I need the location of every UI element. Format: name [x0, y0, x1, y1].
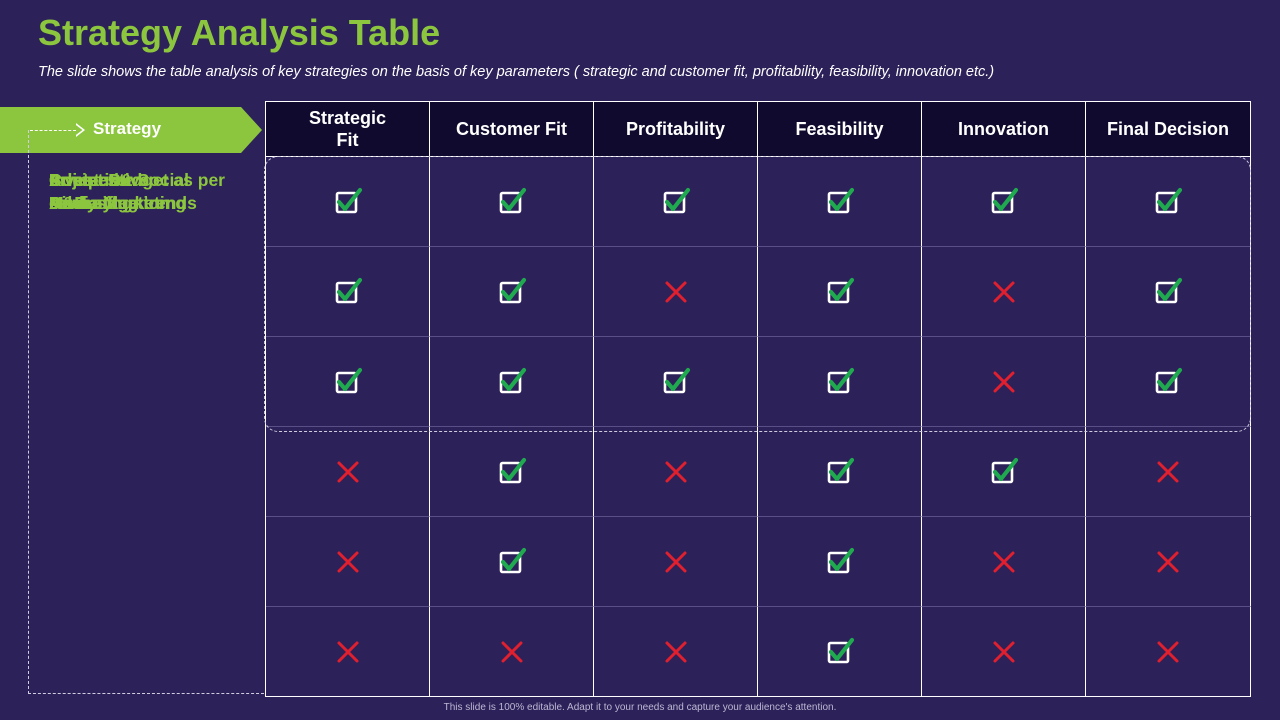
table-cell [430, 157, 594, 247]
checkbox-checked-icon [827, 637, 854, 663]
table-cell [594, 607, 758, 697]
table-cell [594, 427, 758, 517]
table-cell [266, 517, 430, 607]
checkbox-checked-icon [991, 457, 1018, 483]
checkbox-checked-icon [499, 367, 526, 393]
checkbox-checked-icon [335, 367, 362, 393]
row-label-content-social-media-marketing: Content & Social Media Marketing [49, 170, 190, 213]
table-cell [430, 427, 594, 517]
table-cell [922, 517, 1086, 607]
cross-icon [993, 551, 1014, 572]
table-cell [1086, 157, 1251, 247]
table-cell [430, 247, 594, 337]
column-header-final-decision: Final Decision [1086, 102, 1251, 157]
row-label-competitive-advantage: Competitive Advantage [49, 170, 150, 213]
column-header-strategic-fit: Strategic Fit [266, 102, 430, 157]
checkbox-checked-icon [827, 277, 854, 303]
checkbox-checked-icon [663, 187, 690, 213]
checkbox-checked-icon [335, 187, 362, 213]
column-header-customer-fit: Customer Fit [430, 102, 594, 157]
checkbox-checked-icon [1155, 277, 1183, 303]
cross-icon [337, 641, 358, 662]
cross-icon [665, 551, 686, 572]
table-cell [758, 157, 922, 247]
table-cell [266, 247, 430, 337]
table-cell [1086, 607, 1251, 697]
table-cell [266, 427, 430, 517]
checkbox-checked-icon [827, 457, 854, 483]
table-cell [758, 427, 922, 517]
table-cell [594, 247, 758, 337]
footer-note: This slide is 100% editable. Adapt it to… [443, 702, 837, 713]
strategy-column-frame [28, 130, 264, 694]
row-label-adjust-budget-as-per-car-buying-trends: Adjust Budget as per car-buying trends [49, 170, 225, 213]
checkbox-checked-icon [827, 547, 854, 573]
table-cell [1086, 427, 1251, 517]
checkbox-checked-icon [499, 277, 526, 303]
checkbox-checked-icon [1155, 187, 1183, 213]
table-cell [430, 517, 594, 607]
table-cell [266, 607, 430, 697]
checkbox-checked-icon [499, 457, 526, 483]
cross-icon [993, 641, 1014, 662]
cross-icon [665, 461, 686, 482]
table-cell [266, 157, 430, 247]
table-cell [430, 337, 594, 427]
cross-icon [993, 371, 1014, 392]
cross-icon [501, 641, 522, 662]
table-cell [758, 517, 922, 607]
table-cell [922, 607, 1086, 697]
table-cell [922, 337, 1086, 427]
checkbox-checked-icon [991, 187, 1018, 213]
checkbox-checked-icon [827, 187, 854, 213]
table-cell [594, 337, 758, 427]
cross-icon [1157, 461, 1179, 482]
table-cell [1086, 337, 1251, 427]
row-label-price-analysing: Price Analysing [49, 170, 133, 213]
cross-icon [337, 461, 358, 482]
cross-icon [337, 551, 358, 572]
table-cell [758, 607, 922, 697]
checkbox-checked-icon [499, 187, 526, 213]
table-cell [1086, 247, 1251, 337]
table-cell [1086, 517, 1251, 607]
dashed-connector [30, 130, 76, 131]
strategy-analysis-table: Strategic Fit Customer Fit Profitability Fe… [265, 101, 1251, 697]
table-cell [594, 157, 758, 247]
table-cell [430, 607, 594, 697]
table-cell [922, 157, 1086, 247]
table-cell [922, 247, 1086, 337]
cross-icon [993, 281, 1014, 302]
table-cell [922, 427, 1086, 517]
checkbox-checked-icon [663, 367, 690, 393]
table-cell [594, 517, 758, 607]
strategy-column-label: Strategy [93, 119, 162, 138]
checkbox-checked-icon [499, 547, 526, 573]
page-title: Strategy Analysis Table [38, 12, 441, 53]
checkbox-checked-icon [827, 367, 854, 393]
cross-icon [1157, 551, 1179, 572]
cross-icon [665, 641, 686, 662]
cross-icon [665, 281, 686, 302]
table-cell [266, 337, 430, 427]
checkbox-checked-icon [335, 277, 362, 303]
row-label-invest-in-r-d: Invest in R&D [49, 170, 120, 213]
column-header-feasibility: Feasibility [758, 102, 922, 157]
column-header-profitability: Profitability [594, 102, 758, 157]
column-header-innovation: Innovation [922, 102, 1086, 157]
cross-icon [1157, 641, 1179, 662]
table-cell [758, 247, 922, 337]
table-cell [758, 337, 922, 427]
checkbox-checked-icon [1155, 367, 1183, 393]
row-label-business-diversification: Business Diversification [49, 170, 170, 213]
page-subtitle: The slide shows the table analysis of ke… [38, 64, 995, 80]
